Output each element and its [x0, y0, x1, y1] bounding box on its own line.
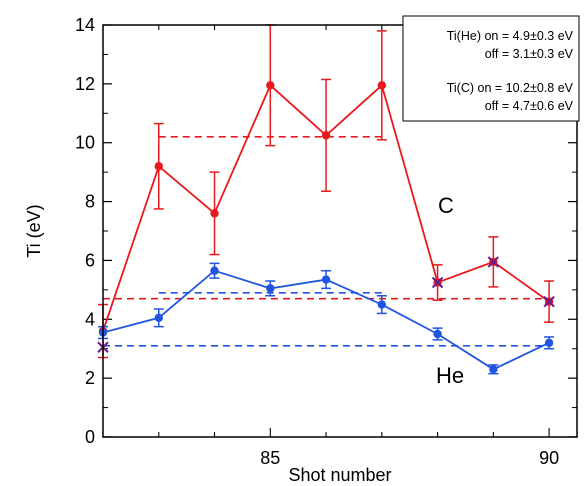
data-point-c [377, 81, 387, 90]
legend-frame [402, 15, 580, 122]
data-point-he [266, 284, 275, 293]
series-label-he: He [436, 363, 464, 388]
data-point-c [210, 209, 219, 218]
y-tick-label: 8 [85, 192, 95, 212]
data-point-he [377, 300, 387, 309]
series-layer [98, 24, 555, 375]
x-marker [543, 295, 555, 308]
x-marker-stroke [431, 276, 444, 289]
y-tick-label: 6 [85, 250, 95, 270]
y-tick-label: 2 [85, 368, 95, 388]
series-label-c: C [438, 193, 454, 218]
x-marker [487, 256, 500, 268]
data-point-c [321, 131, 331, 140]
legend-c-on: Ti(C) on = 10.2±0.8 eV [447, 81, 574, 95]
data-point-he [433, 329, 442, 339]
data-point-c [154, 162, 163, 171]
y-tick-label: 12 [75, 74, 95, 94]
x-tick-label: 85 [260, 448, 280, 468]
x-marker-stroke [487, 256, 500, 268]
legend-he-on: Ti(He) on = 4.9±0.3 eV [447, 29, 574, 43]
y-tick-label: 10 [75, 133, 95, 153]
legend-c-off: off = 4.7±0.6 eV [485, 99, 574, 113]
data-point-he [210, 266, 219, 275]
axis-ticks: 0 2 4 6 8 10 12 14 85 90 [75, 15, 577, 468]
y-tick-label: 0 [85, 427, 95, 447]
x-tick-label: 90 [539, 448, 559, 468]
data-point-he [489, 365, 498, 374]
y-tick-label: 4 [85, 309, 95, 329]
y-axis-label: Ti (eV) [24, 204, 44, 257]
data-point-he [321, 275, 331, 284]
plot-frame [102, 24, 578, 438]
legend-box: Ti(He) on = 4.9±0.3 eV off = 3.1±0.3 eV … [402, 15, 580, 122]
data-point-he [154, 313, 163, 323]
x-marker-stroke [543, 295, 555, 308]
x-axis-label: Shot number [288, 465, 391, 485]
legend-he-off: off = 3.1±0.3 eV [485, 47, 574, 61]
y-tick-label: 14 [75, 15, 95, 35]
data-point-he [544, 338, 554, 348]
x-marker [431, 276, 444, 289]
data-point-c [266, 81, 275, 90]
